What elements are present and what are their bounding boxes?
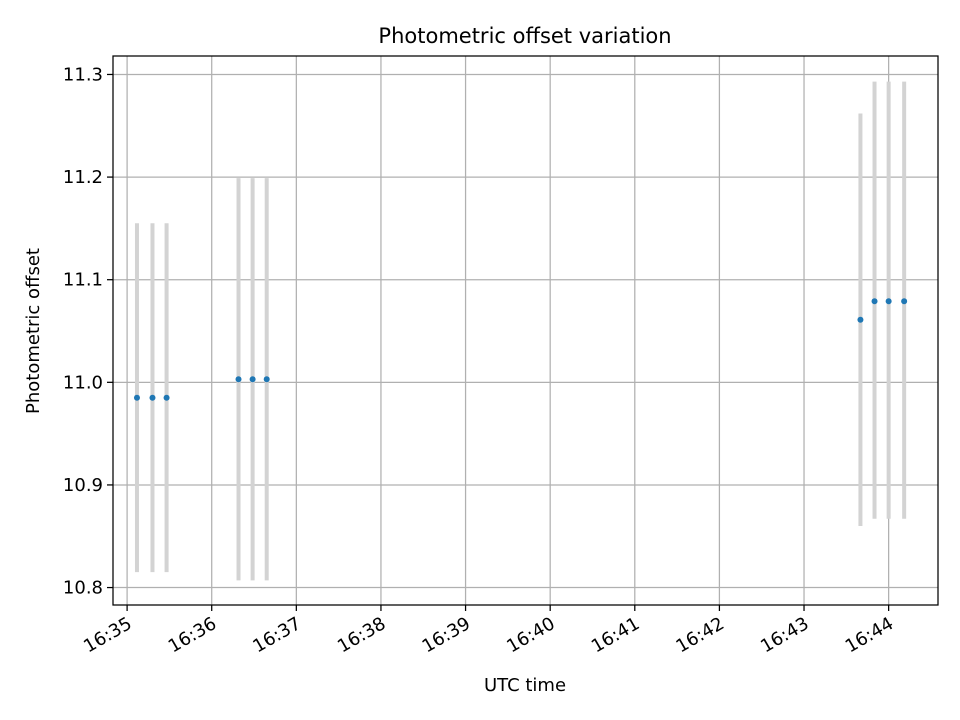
chart-title: Photometric offset variation — [378, 24, 671, 48]
point-layer — [133, 298, 908, 401]
data-point — [901, 298, 908, 305]
x-tick-label: 16:41 — [588, 613, 643, 657]
data-point — [163, 394, 170, 401]
y-tick-label: 11.0 — [63, 372, 103, 393]
x-tick-label: 16:42 — [672, 613, 727, 657]
data-point — [885, 298, 892, 305]
data-point — [235, 376, 242, 383]
x-tick-label: 16:44 — [842, 613, 897, 657]
y-tick-label: 10.9 — [63, 475, 103, 496]
x-tick-label: 16:36 — [165, 613, 220, 657]
data-point — [857, 316, 864, 323]
tick-layer: 16:35 16:36 16:37 16:38 16:39 16:40 16:41 16:42… — [63, 64, 897, 657]
y-tick-label: 11.2 — [63, 167, 103, 188]
x-axis-label: UTC time — [484, 675, 566, 696]
x-tick-label: 16:43 — [757, 613, 812, 657]
data-point — [149, 394, 156, 401]
data-point — [133, 394, 140, 401]
data-point — [263, 376, 270, 383]
y-tick-label: 11.1 — [63, 270, 103, 291]
y-tick-label: 10.8 — [63, 578, 103, 599]
x-tick-label: 16:38 — [334, 613, 389, 657]
plot-frame — [112, 55, 939, 606]
y-axis-label: Photometric offset — [23, 248, 44, 414]
x-tick-label: 16:39 — [419, 613, 474, 657]
errorbar-layer — [134, 81, 907, 581]
x-tick-label: 16:37 — [249, 613, 304, 657]
data-point — [871, 298, 878, 305]
x-tick-label: 16:35 — [80, 613, 135, 657]
grid-layer — [113, 56, 938, 605]
data-point — [249, 376, 256, 383]
x-tick-label: 16:40 — [503, 613, 558, 657]
y-tick-label: 11.3 — [63, 64, 103, 85]
